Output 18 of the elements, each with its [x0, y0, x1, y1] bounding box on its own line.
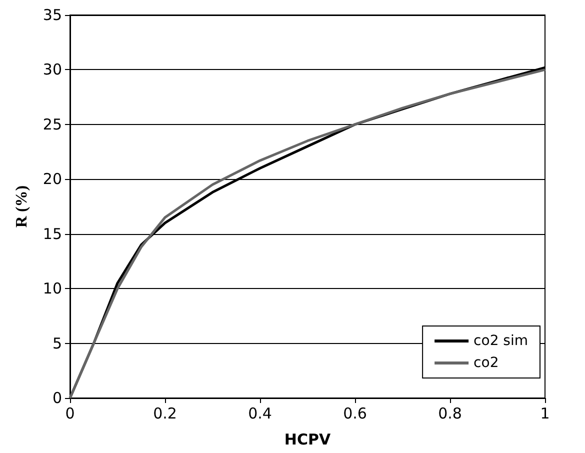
x-tick-label: 0.4 [248, 404, 272, 422]
y-tick-label: 30 [42, 60, 62, 79]
x-tick-label: 0.6 [343, 404, 367, 422]
y-tick-label: 20 [42, 170, 62, 188]
y-tick-label: 35 [42, 6, 62, 24]
x-tick-label: 0 [65, 404, 75, 422]
legend-label: co2 [474, 355, 499, 371]
y-tick-label: 0 [52, 389, 62, 407]
x-axis-title: HCPV [284, 430, 331, 448]
x-tick-label: 1 [540, 404, 550, 422]
y-tick-label: 10 [42, 280, 62, 298]
y-tick-label: 25 [42, 115, 62, 134]
x-tick-label: 0.8 [438, 404, 462, 422]
y-axis-title: R (%) [14, 185, 30, 228]
y-tick-label: 15 [42, 224, 62, 243]
y-tick-label: 5 [52, 334, 62, 352]
x-tick-label: 0.2 [153, 404, 177, 422]
legend-label: co2 sim [474, 333, 528, 349]
